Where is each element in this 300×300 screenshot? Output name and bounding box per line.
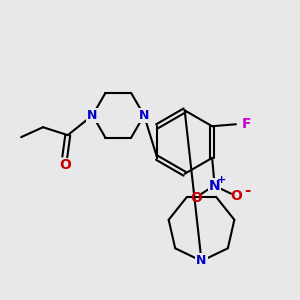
Text: N: N (208, 179, 220, 193)
Text: O: O (190, 190, 202, 205)
Text: N: N (87, 109, 98, 122)
Text: -: - (244, 183, 251, 198)
Text: O: O (59, 158, 71, 172)
Text: F: F (242, 117, 251, 131)
Text: O: O (230, 189, 242, 202)
Text: N: N (196, 254, 207, 268)
Text: +: + (216, 175, 226, 185)
Text: N: N (139, 109, 149, 122)
